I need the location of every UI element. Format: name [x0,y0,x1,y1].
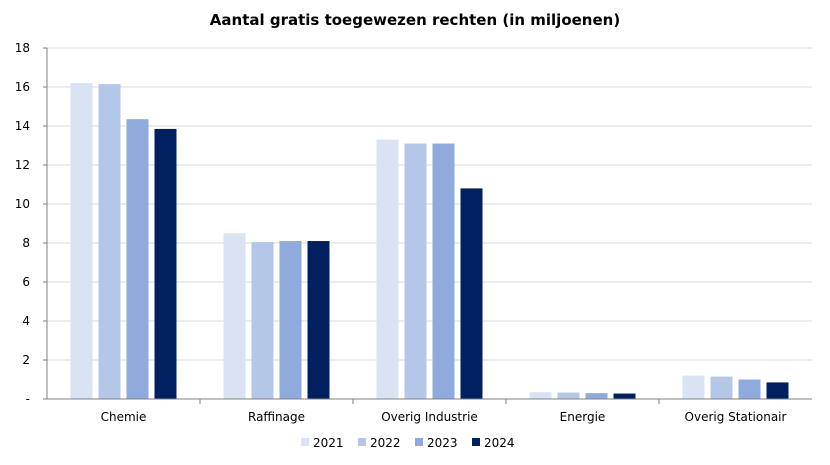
bar-2022 [404,143,427,399]
bar-2021 [529,392,552,399]
legend-swatch-2023 [415,438,423,446]
bar-2021 [376,139,399,399]
x-category-label: Overig Industrie [381,410,478,424]
y-tick-label: 6 [22,275,30,289]
legend-label-2024: 2024 [484,436,515,450]
bar-2022 [251,242,274,399]
bar-2021 [223,233,246,399]
legend-swatch-2024 [472,438,480,446]
bar-2024 [154,128,177,400]
x-category-label: Overig Stationair [685,410,787,424]
bar-2024 [460,188,483,399]
chart-title: Aantal gratis toegewezen rechten (in mil… [210,11,620,29]
y-tick-label: 18 [15,41,30,55]
bar-2023 [432,143,455,399]
x-axis-labels: Chemie Raffinage Overig Industrie Energie Ov… [101,399,787,424]
y-tick-label: 2 [22,353,30,367]
bar-2024 [766,382,789,399]
bar-2024 [613,393,636,399]
y-tick-label: 12 [15,158,30,172]
bar-2022 [98,84,121,399]
legend-swatch-2021 [301,438,309,446]
legend-swatch-2022 [358,438,366,446]
y-tick-label: 8 [22,236,30,250]
y-tick-label: - [26,392,30,406]
bar-2023 [279,241,302,399]
legend-label-2021: 2021 [313,436,344,450]
x-category-label: Energie [560,410,606,424]
x-category-label: Chemie [101,410,147,424]
y-tick-label: 16 [15,80,30,94]
bar-2024 [307,241,330,399]
legend-label-2023: 2023 [427,436,458,450]
y-axis-ticks: - 2 4 6 8 10 12 14 16 18 [15,41,47,406]
bar-2023 [738,379,761,399]
bar-2023 [126,119,149,400]
bar-2022 [710,376,733,399]
bar-2021 [682,375,705,399]
bar-2022 [557,392,580,399]
bars [70,83,789,400]
bar-2021 [70,83,93,399]
y-tick-label: 14 [15,119,30,133]
x-category-label: Raffinage [248,410,305,424]
y-tick-label: 10 [15,197,30,211]
y-tick-label: 4 [22,314,30,328]
legend: 2021 2022 2023 2024 [301,436,515,450]
axes [46,48,812,400]
bar-2023 [585,393,608,399]
legend-label-2022: 2022 [370,436,401,450]
